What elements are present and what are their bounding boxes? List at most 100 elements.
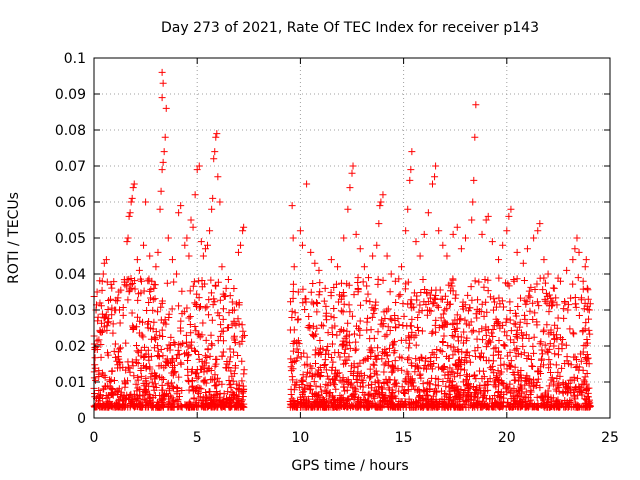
- data-point-dense: [471, 392, 479, 400]
- data-point-dense: [500, 342, 508, 350]
- data-point-dense: [301, 384, 309, 392]
- data-point-dense: [351, 346, 359, 354]
- data-point: [183, 234, 191, 242]
- data-point-dense: [100, 314, 108, 322]
- data-point: [344, 205, 352, 213]
- data-point-dense: [405, 344, 413, 352]
- data-point-dense: [525, 287, 533, 295]
- data-point-dense: [340, 349, 348, 357]
- data-point-dense: [395, 387, 403, 395]
- data-point-dense: [311, 351, 319, 359]
- data-point-dense: [228, 298, 236, 306]
- data-point-dense: [199, 319, 207, 327]
- data-point-dense: [135, 290, 143, 298]
- data-point-dense: [340, 300, 348, 308]
- data-point: [432, 162, 440, 170]
- data-point-dense: [322, 389, 330, 397]
- data-point-dense: [427, 354, 435, 362]
- data-point-dense: [518, 385, 526, 393]
- data-point-dense: [288, 307, 296, 315]
- data-point-dense: [456, 403, 464, 411]
- data-point-dense: [116, 319, 124, 327]
- data-point-dense: [170, 278, 178, 286]
- data-point-dense: [477, 308, 485, 316]
- data-point-dense: [209, 301, 217, 309]
- data-point-dense: [168, 403, 176, 411]
- data-point: [404, 205, 412, 213]
- data-point-dense: [434, 363, 442, 371]
- data-point-dense: [419, 380, 427, 388]
- data-point-dense: [230, 334, 238, 342]
- data-point-dense: [200, 377, 208, 385]
- data-point-dense: [333, 369, 341, 377]
- data-point-dense: [413, 292, 421, 300]
- data-point-dense: [577, 388, 585, 396]
- data-point-dense: [364, 290, 372, 298]
- data-point: [185, 252, 193, 260]
- data-point-dense: [585, 326, 593, 334]
- data-point-dense: [232, 402, 240, 410]
- data-point: [462, 234, 470, 242]
- data-point-dense: [231, 362, 239, 370]
- data-point-dense: [350, 291, 358, 299]
- data-point-dense: [512, 309, 520, 317]
- tick-labels: 0 5 10 15 20 25 0 0.01 0.02 0.03 0.04 0.05 0.06 0.07 0…: [55, 51, 619, 446]
- data-point-dense: [240, 366, 248, 374]
- data-point-dense: [366, 374, 374, 382]
- data-point: [581, 263, 589, 271]
- data-point-dense: [96, 299, 104, 307]
- data-point-dense: [368, 392, 376, 400]
- data-point-dense: [384, 323, 392, 331]
- data-point-dense: [177, 317, 185, 325]
- data-point-dense: [219, 315, 227, 323]
- data-point-dense: [545, 356, 553, 364]
- data-point-dense: [378, 348, 386, 356]
- data-point-dense: [407, 359, 415, 367]
- data-point-dense: [374, 351, 382, 359]
- data-point-dense: [442, 320, 450, 328]
- data-point-dense: [147, 400, 155, 408]
- data-point-dense: [310, 378, 318, 386]
- data-point-dense: [481, 276, 489, 284]
- x-tick-label: 10: [291, 430, 309, 446]
- data-point: [472, 101, 480, 109]
- data-point-dense: [465, 380, 473, 388]
- data-point-dense: [236, 340, 244, 348]
- data-point-dense: [367, 326, 375, 334]
- data-point-dense: [366, 335, 374, 343]
- data-point-dense: [191, 323, 199, 331]
- data-point-dense: [464, 307, 472, 315]
- data-point-dense: [516, 403, 524, 411]
- data-point-dense: [363, 318, 371, 326]
- data-point-dense: [346, 308, 354, 316]
- data-point-dense: [529, 299, 537, 307]
- data-point-dense: [551, 350, 559, 358]
- data-point-dense: [345, 402, 353, 410]
- data-point-dense: [230, 284, 238, 292]
- data-point-dense: [430, 294, 438, 302]
- data-point-dense: [198, 276, 206, 284]
- data-point: [107, 295, 115, 303]
- data-point-dense: [416, 393, 424, 401]
- data-point-dense: [462, 349, 470, 357]
- data-point-dense: [480, 312, 488, 320]
- data-point-dense: [529, 316, 537, 324]
- data-point-dense: [362, 297, 370, 305]
- data-point-dense: [428, 365, 436, 373]
- data-point-dense: [520, 393, 528, 401]
- data-point-dense: [216, 389, 224, 397]
- data-point-dense: [220, 292, 228, 300]
- data-point: [206, 227, 214, 235]
- data-point-dense: [423, 311, 431, 319]
- data-point: [212, 133, 220, 141]
- data-point-dense: [306, 324, 314, 332]
- data-point-dense: [320, 297, 328, 305]
- data-point-dense: [129, 326, 137, 334]
- data-point-dense: [413, 362, 421, 370]
- data-point: [240, 223, 248, 231]
- data-point-dense: [165, 392, 173, 400]
- data-point: [530, 234, 538, 242]
- data-point-dense: [113, 297, 121, 305]
- data-point-dense: [575, 312, 583, 320]
- data-point-dense: [471, 347, 479, 355]
